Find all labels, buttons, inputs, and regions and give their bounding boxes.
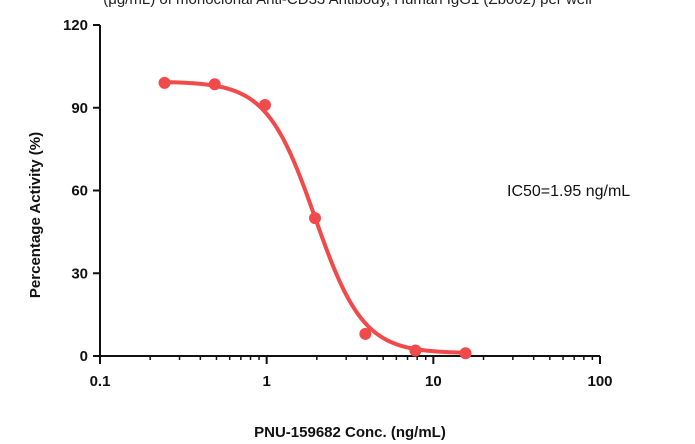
x-tick-label: 0.1 xyxy=(90,373,111,390)
data-point xyxy=(359,327,372,340)
y-axis-title: Percentage Activity (%) xyxy=(27,132,44,298)
x-axis-title: PNU-159682 Conc. (ng/mL) xyxy=(254,424,446,441)
x-tick-label: 1 xyxy=(262,373,270,390)
x-tick-label: 100 xyxy=(587,373,612,390)
y-tick-label: 90 xyxy=(71,100,88,117)
data-point xyxy=(258,98,271,111)
top-caption: (μg/mL) of monoclonal Anti-CD33 Antibody… xyxy=(0,0,695,11)
ic50-annotation: IC50=1.95 ng/mL xyxy=(507,183,630,200)
y-tick-label: 60 xyxy=(71,183,88,200)
y-tick-label: 30 xyxy=(71,265,88,282)
data-point xyxy=(409,344,422,357)
x-tick-label: 10 xyxy=(425,373,442,390)
points-layer xyxy=(158,76,472,360)
data-point xyxy=(459,347,472,360)
data-point xyxy=(208,78,221,91)
y-tick-label: 0 xyxy=(80,348,88,365)
data-point xyxy=(158,76,171,89)
data-point xyxy=(309,212,322,225)
y-tick-label: 120 xyxy=(63,17,88,34)
ticks: 0 30 60 90 120 0.1 1 10 100 xyxy=(63,17,613,390)
